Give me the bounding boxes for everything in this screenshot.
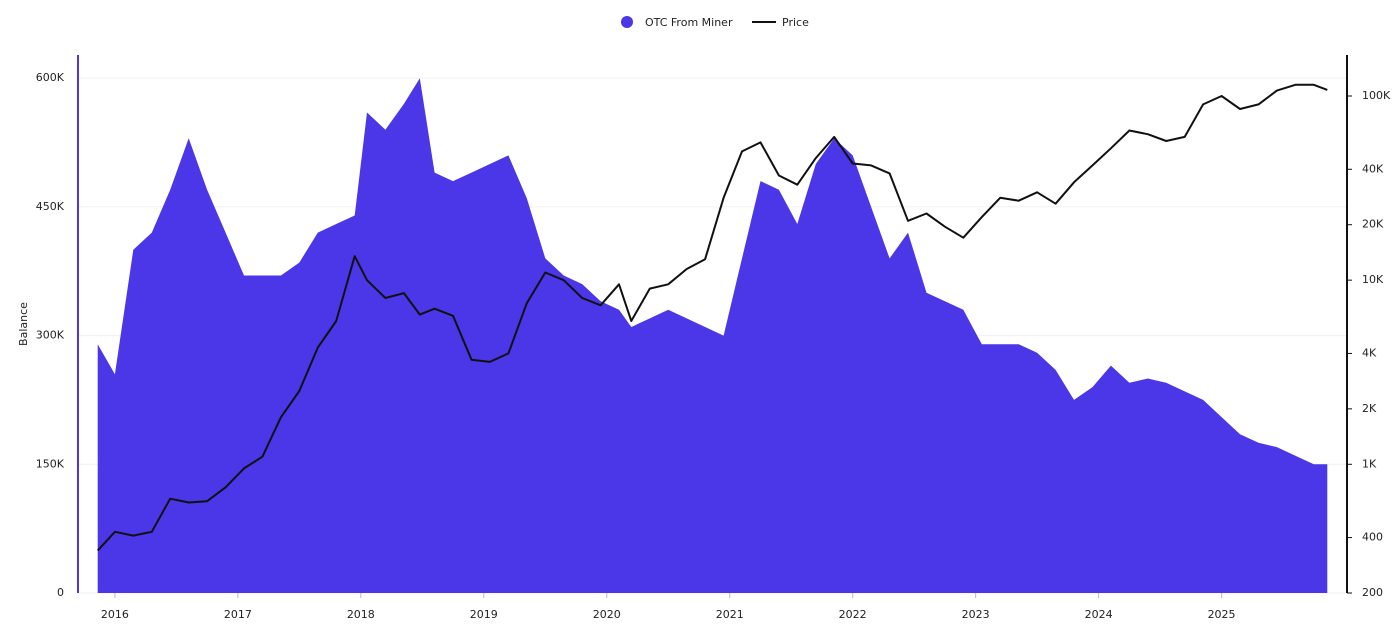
y2-tick-label: 10K	[1362, 273, 1384, 286]
y-tick-label: 450K	[36, 200, 65, 213]
y2-tick-label: 100K	[1362, 89, 1391, 102]
x-tick-label: 2025	[1208, 608, 1236, 621]
y2-tick-label: 400	[1362, 531, 1383, 544]
y-tick-label: 300K	[36, 329, 65, 342]
x-tick-label: 2024	[1085, 608, 1113, 621]
legend-label: OTC From Miner	[645, 16, 733, 29]
x-tick-label: 2021	[716, 608, 744, 621]
x-tick-label: 2020	[593, 608, 621, 621]
x-tick-label: 2023	[962, 608, 990, 621]
x-tick-label: 2018	[347, 608, 375, 621]
y2-tick-label: 2K	[1362, 402, 1377, 415]
legend-label: Price	[782, 16, 809, 29]
x-tick-label: 2017	[224, 608, 252, 621]
y2-tick-label: 20K	[1362, 218, 1384, 231]
y-tick-label: 150K	[36, 457, 65, 470]
legend-swatch	[621, 16, 633, 28]
y2-tick-label: 40K	[1362, 162, 1384, 175]
y-tick-label: 600K	[36, 71, 65, 84]
y-axis-label: Balance	[17, 302, 30, 346]
x-tick-label: 2016	[101, 608, 129, 621]
y2-tick-label: 1K	[1362, 457, 1377, 470]
price-line	[96, 83, 1328, 552]
y2-tick-label: 4K	[1362, 346, 1377, 359]
x-tick-label: 2022	[839, 608, 867, 621]
x-tick-label: 2019	[470, 608, 498, 621]
balance-area	[97, 78, 1328, 593]
y-tick-label: 0	[57, 586, 64, 599]
y2-tick-label: 200	[1362, 586, 1383, 599]
